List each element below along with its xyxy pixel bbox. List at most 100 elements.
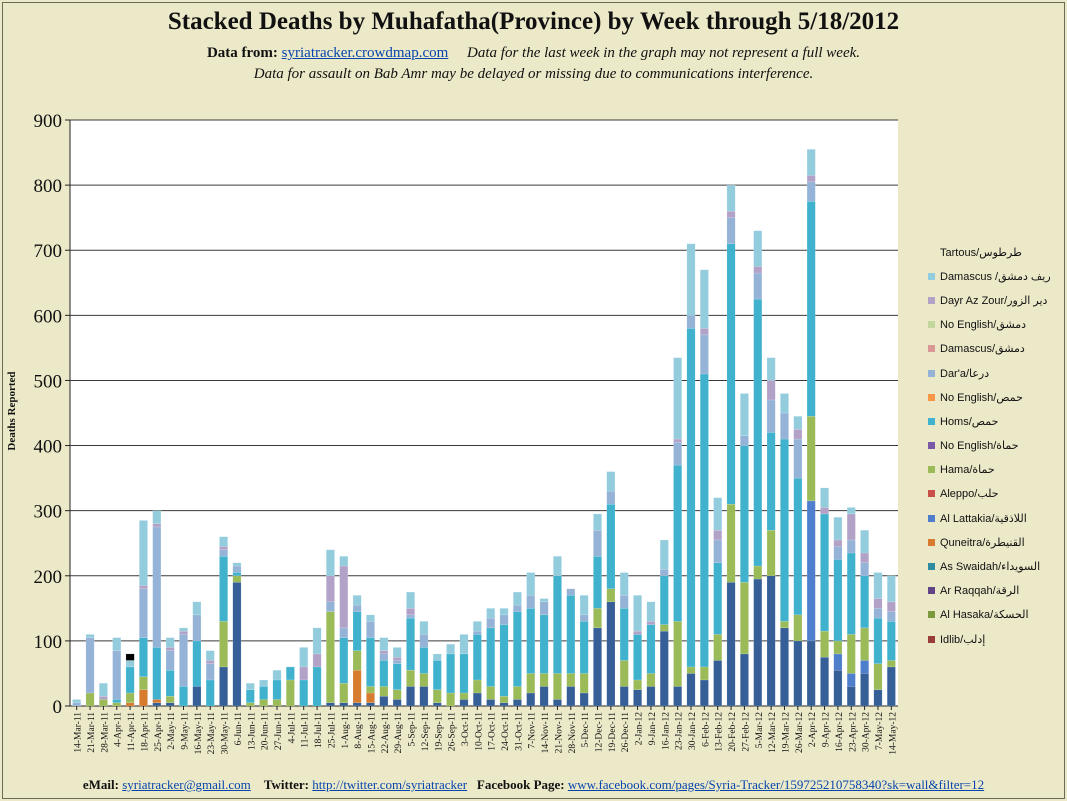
bar-segment xyxy=(646,624,656,674)
legend-item: Homs/حمص xyxy=(928,409,1066,433)
bar-segment xyxy=(686,673,696,707)
bar-segment xyxy=(833,640,843,655)
legend-label: Dar'a/درعا xyxy=(940,367,990,380)
data-source-link[interactable]: syriatracker.crowdmap.com xyxy=(281,45,449,61)
bar-segment xyxy=(753,565,763,580)
bar-segment xyxy=(446,653,455,694)
x-tick-label: 25-Apr-11 xyxy=(154,712,164,752)
y-tick-label: 600 xyxy=(34,306,63,327)
x-tick-label: 23-Jan-12 xyxy=(675,712,685,750)
bar-segment xyxy=(165,702,175,707)
facebook-link[interactable]: www.facebook.com/pages/Syria-Tracker/159… xyxy=(567,777,985,792)
bar-segment xyxy=(579,673,589,694)
legend-swatch xyxy=(928,538,935,546)
bar-segment xyxy=(606,503,616,590)
bar-segment xyxy=(499,696,509,703)
bar-segment xyxy=(286,679,295,707)
bar-segment xyxy=(766,575,776,707)
bar-segment xyxy=(820,513,829,632)
legend-item: Damascus /ريف دمشق xyxy=(928,264,1066,288)
y-tick-label: 500 xyxy=(34,371,63,392)
bar-segment xyxy=(459,634,469,655)
bar-segment xyxy=(486,686,496,700)
bar-segment xyxy=(606,588,616,603)
bar-segment xyxy=(700,269,709,329)
x-tick-label: 17-Oct-11 xyxy=(488,712,498,751)
legend-label: No English/حماة xyxy=(940,440,1019,453)
bar-segment xyxy=(726,503,736,583)
bar-segment xyxy=(152,702,162,707)
bar-segment xyxy=(459,692,469,700)
bar-segment xyxy=(593,608,602,629)
legend-label: Homs/حمص xyxy=(940,415,999,428)
bar-segment xyxy=(366,702,375,707)
bar-segment xyxy=(619,595,629,609)
bar-segment xyxy=(633,689,642,707)
legend-swatch xyxy=(928,635,935,643)
x-tick-label: 16-May-11 xyxy=(194,712,204,755)
x-tick-label: 5-Mar-12 xyxy=(755,712,765,748)
bar-segment xyxy=(192,601,202,616)
bar-segment xyxy=(286,666,295,681)
bar-segment xyxy=(793,438,803,479)
bar-segment xyxy=(472,692,482,707)
twitter-link[interactable]: http://twitter.com/syriatracker xyxy=(312,777,468,792)
bar-segment xyxy=(566,595,576,674)
bar-segment xyxy=(539,614,549,674)
bar-segment xyxy=(499,702,509,707)
bar-segment xyxy=(633,634,642,681)
bar-segment xyxy=(873,572,883,599)
bar-segment xyxy=(780,621,789,629)
bar-segment xyxy=(165,696,175,703)
bar-segment xyxy=(339,556,349,567)
bar-segment xyxy=(579,614,589,622)
bar-segment xyxy=(259,679,268,687)
legend-label: Idlib/إدلب xyxy=(940,633,986,646)
x-tick-label: 4-Apr-11 xyxy=(114,712,124,747)
bar-segment xyxy=(579,621,589,674)
bar-segment xyxy=(352,702,362,707)
bar-segment xyxy=(219,549,228,557)
bar-segment xyxy=(619,572,629,596)
bar-segment xyxy=(886,601,896,612)
x-tick-label: 21-Mar-11 xyxy=(87,712,97,753)
bar-segment xyxy=(352,604,362,612)
x-tick-label: 23-Apr-12 xyxy=(848,712,858,752)
legend-swatch xyxy=(928,563,935,571)
bar-segment xyxy=(366,621,375,638)
legend-item: Idlib/إدلب xyxy=(928,627,1066,651)
x-tick-label: 11-Jul-11 xyxy=(301,712,311,748)
bar-segment xyxy=(219,666,228,707)
bar-segment xyxy=(406,591,415,609)
bar-segment xyxy=(419,647,429,674)
bar-segment xyxy=(606,601,616,707)
bar-segment xyxy=(539,673,549,687)
bar-segment xyxy=(740,445,749,583)
bar-segment xyxy=(780,412,789,440)
email-link[interactable]: syriatracker@gmail.com xyxy=(122,777,251,792)
bar-segment xyxy=(713,530,723,541)
bar-segment xyxy=(419,673,429,687)
bar-segment xyxy=(566,686,576,707)
x-tick-label: 26-Dec-11 xyxy=(621,712,631,753)
x-tick-label: 28-Nov-11 xyxy=(568,712,578,754)
bar-segment xyxy=(472,634,482,681)
bar-segment xyxy=(139,520,148,586)
bar-segment xyxy=(619,660,629,687)
bar-segment xyxy=(486,608,496,619)
bar-segment xyxy=(673,686,682,707)
data-source-line: Data from: syriatracker.crowdmap.com Dat… xyxy=(0,45,1067,62)
bar-segment xyxy=(860,660,869,674)
bar-segment xyxy=(846,552,856,635)
x-tick-label: 5-Sep-11 xyxy=(408,712,418,747)
x-tick-label: 2-Jan-12 xyxy=(635,712,645,745)
bar-segment xyxy=(833,539,843,547)
bar-segment xyxy=(339,702,349,707)
bar-segment xyxy=(245,683,255,690)
legend-label: No English/دمشق xyxy=(940,319,1027,332)
bar-segment xyxy=(392,647,402,658)
x-tick-label: 14-May-12 xyxy=(888,712,898,755)
bar-segment xyxy=(566,588,576,596)
bar-segment xyxy=(192,640,202,687)
